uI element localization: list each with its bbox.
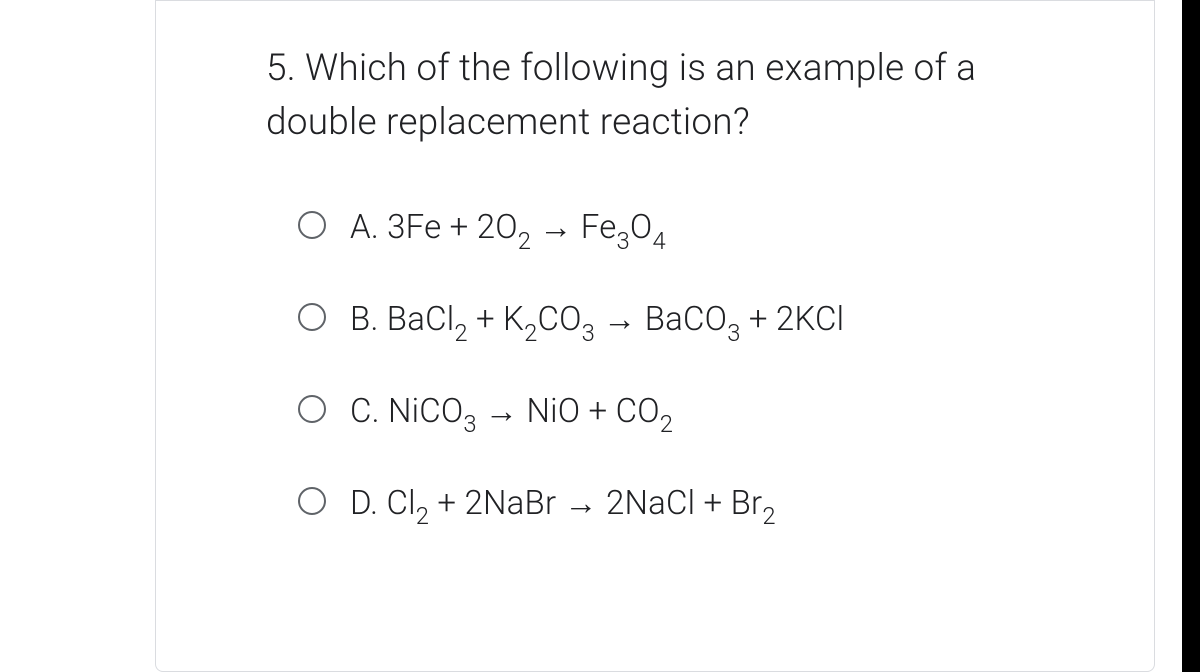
option-letter: D. (350, 484, 387, 523)
radio-button[interactable] (298, 303, 326, 331)
option-label: A. 3Fe + 2O2 → Fe3O4 (350, 205, 666, 255)
radio-button[interactable] (298, 211, 326, 239)
right-black-bar (1182, 0, 1200, 672)
question-text: 5. Which of the following is an example … (266, 42, 1084, 149)
radio-button[interactable] (298, 395, 326, 423)
option-label: D. Cl2 + 2NaBr → 2NaCl + Br2 (350, 481, 776, 531)
option-a[interactable]: A. 3Fe + 2O2 → Fe3O4 (298, 205, 1084, 255)
radio-button[interactable] (298, 487, 326, 515)
question-card: 5. Which of the following is an example … (155, 0, 1155, 672)
option-letter: C. (350, 392, 388, 431)
options-list: A. 3Fe + 2O2 → Fe3O4 B. BaCl2 + K2CO3 → B… (266, 205, 1084, 530)
option-d[interactable]: D. Cl2 + 2NaBr → 2NaCl + Br2 (298, 481, 1084, 531)
option-label: C. NiCO3 → NiO + CO2 (350, 389, 673, 439)
option-letter: A. (350, 208, 387, 247)
option-label: B. BaCl2 + K2CO3 → BaCO3 + 2KCl (350, 297, 844, 347)
question-body: Which of the following is an example of … (266, 47, 976, 144)
page-root: 5. Which of the following is an example … (0, 0, 1200, 672)
option-b[interactable]: B. BaCl2 + K2CO3 → BaCO3 + 2KCl (298, 297, 1084, 347)
question-number: 5. (266, 47, 296, 90)
option-c[interactable]: C. NiCO3 → NiO + CO2 (298, 389, 1084, 439)
option-letter: B. (350, 300, 387, 339)
